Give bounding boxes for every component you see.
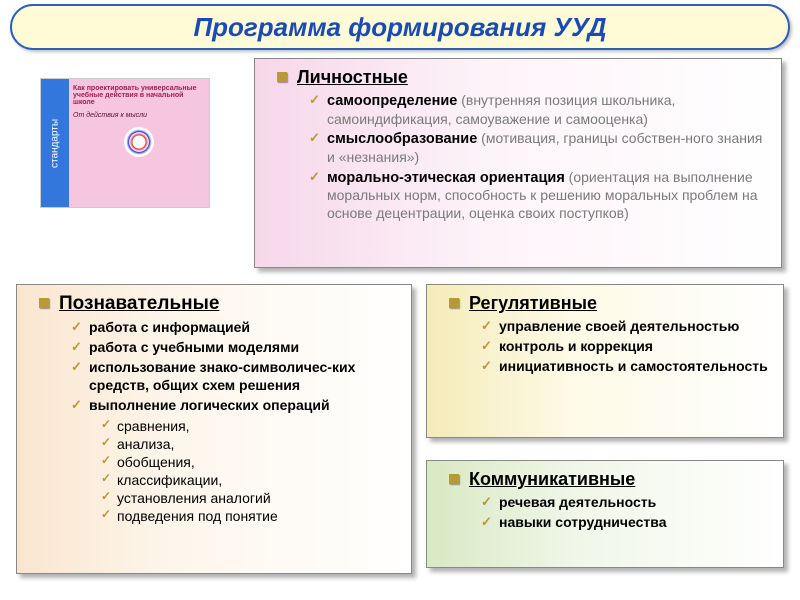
book-illustration: стандарты Как проектировать универсальны… — [40, 78, 210, 208]
section-regulative: Регулятивные управление своей деятельнос… — [426, 284, 784, 438]
list-item: установления аналогий — [101, 489, 399, 507]
list-item: классификации, — [101, 471, 399, 489]
list-item: обобщения, — [101, 453, 399, 471]
square-bullet-icon — [39, 298, 49, 308]
list-item: самоопределение (внутренняя позиция школ… — [309, 92, 769, 128]
section-cognitive: Познавательные работа с информацией рабо… — [16, 284, 412, 574]
section-heading-personal: Личностные — [277, 67, 769, 88]
list-item: анализа, — [101, 435, 399, 453]
list-item: контроль и коррекция — [481, 338, 771, 356]
list-item: навыки сотрудничества — [481, 514, 771, 532]
list-item: управление своей деятельностью — [481, 318, 771, 336]
book-cover: Как проектировать универсальные учебные … — [69, 79, 209, 207]
communicative-items: речевая деятельность навыки сотрудничест… — [481, 494, 771, 532]
section-communicative: Коммуникативные речевая деятельность нав… — [426, 460, 784, 568]
title-bar: Программа формирования УУД — [10, 4, 790, 50]
book-cover-title: Как проектировать универсальные учебные … — [73, 85, 205, 106]
personal-items: самоопределение (внутренняя позиция школ… — [309, 92, 769, 223]
book-logo-icon — [124, 127, 154, 157]
list-item: выполнение логических операций — [71, 397, 399, 415]
square-bullet-icon — [449, 474, 459, 484]
list-item: морально-этическая ориентация (ориентаци… — [309, 169, 769, 223]
cognitive-items: работа с информацией работа с учебными м… — [71, 319, 399, 415]
square-bullet-icon — [277, 72, 287, 82]
section-heading-cognitive: Познавательные — [39, 293, 399, 315]
book-cover-motto: От действия к мысли — [73, 112, 205, 119]
square-bullet-icon — [449, 298, 459, 308]
section-personal: Личностные самоопределение (внутренняя п… — [254, 58, 782, 268]
list-item: работа с учебными моделями — [71, 339, 399, 357]
list-item: подведения под понятие — [101, 507, 399, 525]
list-item: инициативность и самостоятельность — [481, 358, 771, 376]
section-heading-regulative: Регулятивные — [449, 293, 771, 314]
list-item: использование знако-символичес-ких средс… — [71, 359, 399, 395]
list-item: работа с информацией — [71, 319, 399, 337]
book-spine: стандарты — [41, 79, 69, 207]
cognitive-sub-items: сравнения, анализа, обобщения, классифик… — [101, 417, 399, 526]
section-heading-communicative: Коммуникативные — [449, 469, 771, 490]
list-item: смыслообразование (мотивация, границы со… — [309, 130, 769, 166]
list-item: речевая деятельность — [481, 494, 771, 512]
page-title: Программа формирования УУД — [193, 12, 606, 43]
regulative-items: управление своей деятельностью контроль … — [481, 318, 771, 376]
list-item: сравнения, — [101, 417, 399, 435]
